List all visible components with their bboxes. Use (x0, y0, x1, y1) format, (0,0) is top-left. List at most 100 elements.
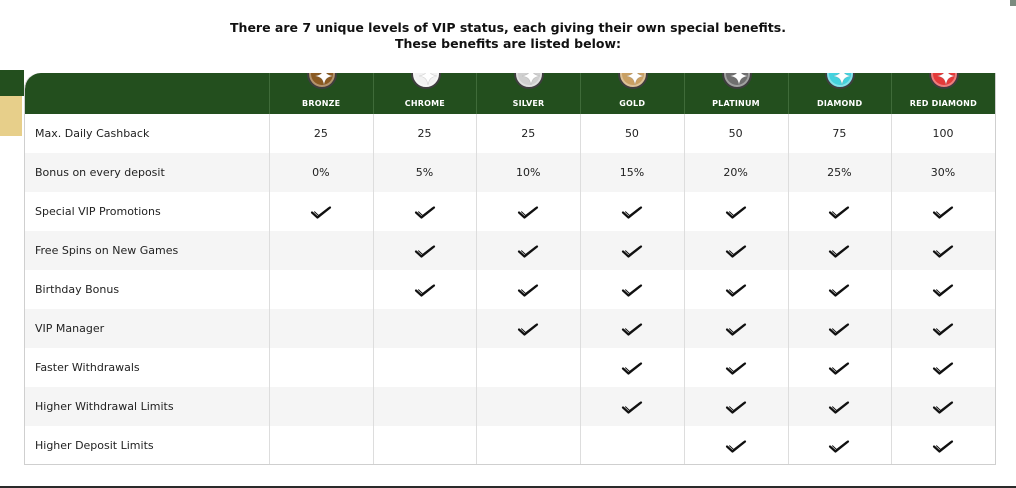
tier-name: GOLD (619, 99, 646, 108)
column-divider (580, 114, 582, 464)
check-icon (621, 400, 643, 414)
intro-line-1: There are 7 unique levels of VIP status,… (230, 20, 786, 35)
check-icon (932, 400, 954, 414)
star-medal-icon (410, 73, 441, 89)
check-icon (414, 244, 436, 258)
benefit-value: 20% (723, 166, 748, 179)
benefit-value: 50 (728, 127, 743, 140)
benefit-label: Higher Withdrawal Limits (35, 400, 174, 413)
benefit-cell (476, 192, 580, 231)
check-icon (621, 205, 643, 219)
check-icon (621, 361, 643, 375)
table-row: Higher Withdrawal Limits (25, 387, 995, 426)
intro-heading: There are 7 unique levels of VIP status,… (0, 20, 1016, 52)
benefit-cell (373, 192, 477, 231)
benefit-value: 15% (619, 166, 645, 179)
star-medal-icon (617, 73, 648, 89)
benefit-label: VIP Manager (35, 322, 105, 335)
tier-header-diamond: DIAMOND (787, 73, 891, 114)
table-row: Faster Withdrawals (25, 348, 995, 387)
tier-name: DIAMOND (816, 99, 863, 108)
benefit-cell (788, 387, 892, 426)
benefit-cell (269, 348, 373, 387)
benefit-cell (684, 309, 788, 348)
benefit-value: 25 (521, 127, 536, 140)
benefit-cell (891, 387, 995, 426)
check-icon (828, 283, 850, 297)
benefit-cell (269, 426, 373, 464)
table-row: Special VIP Promotions (25, 192, 995, 231)
benefit-value: 25 (417, 127, 432, 140)
check-icon (932, 283, 954, 297)
benefit-value: 0% (312, 166, 330, 179)
benefit-cell (788, 231, 892, 270)
benefit-cell (891, 231, 995, 270)
benefit-value: 5% (415, 166, 434, 179)
benefit-cell (476, 270, 580, 309)
benefit-label: Special VIP Promotions (35, 205, 161, 218)
column-divider (476, 114, 478, 464)
check-icon (621, 244, 643, 258)
benefit-cell (476, 309, 580, 348)
check-icon (828, 205, 850, 219)
check-icon (828, 400, 850, 414)
check-icon (725, 244, 747, 258)
benefit-value: 30% (930, 166, 956, 179)
benefit-label: Bonus on every deposit (35, 166, 165, 179)
vip-benefits-table: BRONZE CHROME SILVER GOLD PLATINUM DIAMOND RED… (24, 73, 996, 465)
edge-decoration (0, 70, 24, 96)
check-icon (932, 322, 954, 336)
table-row: Max. Daily Cashback 25 25 25 50 50 75 100 (25, 114, 995, 153)
benefit-cell (580, 309, 684, 348)
column-divider (269, 114, 270, 464)
tier-header-silver: SILVER (476, 73, 579, 114)
benefit-cell (373, 270, 477, 309)
benefit-cell (580, 426, 684, 464)
benefit-cell (373, 231, 477, 270)
tier-header-gold: GOLD (580, 73, 683, 114)
benefit-cell (891, 270, 995, 309)
benefit-cell (373, 387, 477, 426)
edge-decoration (1010, 0, 1016, 6)
tier-header-chrome: CHROME (372, 73, 476, 114)
tier-name: SILVER (512, 99, 545, 108)
benefit-cell (580, 231, 684, 270)
benefit-cell (891, 426, 995, 464)
star-medal-icon (306, 73, 337, 89)
check-icon (828, 244, 850, 258)
check-icon (828, 361, 850, 375)
benefit-cell (684, 387, 788, 426)
tier-header-red-diamond: RED DIAMOND (891, 73, 994, 114)
benefit-value: 25 (313, 127, 328, 140)
benefit-cell (269, 387, 373, 426)
benefit-cell (580, 192, 684, 231)
check-icon (725, 361, 747, 375)
tier-header-bronze: BRONZE (269, 73, 372, 114)
check-icon (828, 322, 850, 336)
star-medal-icon (514, 73, 545, 89)
check-icon (725, 322, 747, 336)
benefit-cell (788, 348, 892, 387)
check-icon (932, 244, 954, 258)
benefit-value: 50 (624, 127, 639, 140)
check-icon (828, 439, 850, 453)
benefit-cell (269, 192, 373, 231)
benefit-cell (269, 231, 373, 270)
benefit-value: 100 (932, 127, 954, 140)
tier-header-platinum: PLATINUM (683, 73, 787, 114)
check-icon (414, 283, 436, 297)
benefit-cell (788, 309, 892, 348)
star-medal-icon (721, 73, 752, 89)
benefit-cell (373, 426, 477, 464)
benefit-label: Faster Withdrawals (35, 361, 140, 374)
check-icon (517, 322, 539, 336)
check-icon (414, 205, 436, 219)
benefit-cell (788, 192, 892, 231)
tier-header-row: BRONZE CHROME SILVER GOLD PLATINUM DIAMOND RED… (25, 73, 995, 114)
benefit-cell (580, 348, 684, 387)
check-icon (932, 439, 954, 453)
benefit-label: Max. Daily Cashback (35, 127, 150, 140)
benefit-label: Higher Deposit Limits (35, 439, 154, 452)
edge-decoration (0, 486, 1016, 488)
benefit-cell (476, 231, 580, 270)
